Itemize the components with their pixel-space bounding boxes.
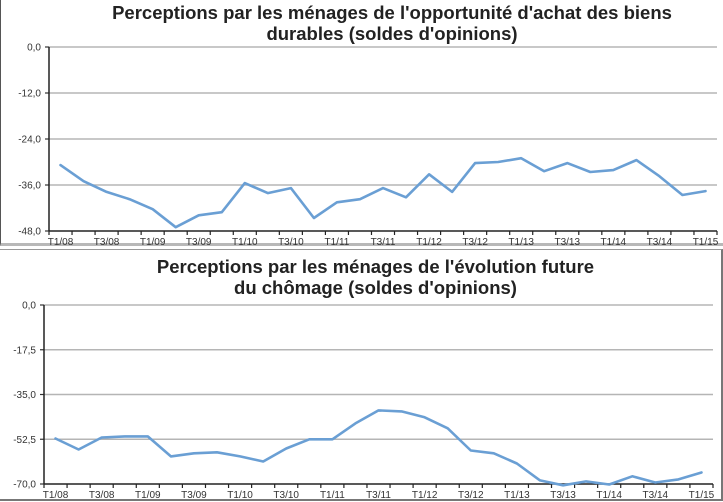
x-tick-label: T1/15 [693, 237, 719, 246]
chart-title-line-1: Perceptions par les ménages de l'évoluti… [156, 256, 595, 277]
chart-panel-unemployment: Perceptions par les ménages de l'évoluti… [0, 249, 723, 501]
x-tick-label: T1/11 [320, 490, 345, 501]
x-tick-label: T3/11 [366, 490, 391, 501]
y-tick-label: 0,0 [27, 43, 41, 54]
y-tick-label: -48,0 [18, 227, 41, 238]
y-tick-label: -52,5 [13, 435, 36, 446]
x-tick-label: T1/14 [601, 237, 627, 246]
y-tick-label: -35,0 [13, 390, 36, 401]
x-tick-label: T3/10 [273, 490, 299, 501]
chart-panel-durable-goods: Perceptions par les ménages de l'opportu… [0, 0, 723, 246]
x-tick-label: T3/12 [462, 237, 488, 246]
x-tick-label: T3/09 [181, 490, 207, 501]
y-tick-label: -36,0 [18, 181, 41, 192]
x-tick-label: T1/09 [140, 237, 166, 246]
x-tick-label: T1/10 [232, 237, 258, 246]
data-series-line [54, 409, 703, 487]
line-chart-durable-goods: 0,0 -12,0 -24,0 -36,0 -48,0 T1/08 T3/08 T1/09 T3… [18, 43, 719, 247]
x-tick-label: T3/10 [278, 237, 304, 246]
x-tick-label: T1/13 [508, 237, 534, 246]
chart-title-line-1: Perceptions par les ménages de l'opportu… [112, 2, 672, 23]
chart-title-line-2: durables (soldes d'opinions) [266, 23, 518, 44]
x-tick-label: T3/13 [550, 490, 576, 501]
chart-title: Perceptions par les ménages de l'évoluti… [0, 256, 721, 298]
x-tick-label: T3/14 [643, 490, 669, 501]
x-tick-label: T1/08 [48, 237, 74, 246]
chart-title: Perceptions par les ménages de l'opportu… [1, 2, 723, 44]
x-tick-label: T1/09 [135, 490, 161, 501]
y-tick-label: -17,5 [13, 345, 36, 356]
x-tick-label: T3/09 [186, 237, 212, 246]
y-tick-label: -12,0 [18, 89, 41, 100]
y-tick-label: -70,0 [13, 480, 36, 491]
y-tick-label: 0,0 [22, 301, 36, 312]
data-series-line [59, 156, 707, 229]
x-tick-label: T1/12 [412, 490, 438, 501]
x-tick-label: T3/12 [458, 490, 484, 501]
x-tick-label: T1/10 [227, 490, 253, 501]
x-tick-label: T3/14 [647, 237, 673, 246]
chart-title-line-2: du chômage (soldes d'opinions) [234, 277, 517, 298]
x-tick-label: T1/12 [416, 237, 442, 246]
x-tick-label: T3/11 [371, 237, 396, 246]
x-tick-label: T1/15 [689, 490, 715, 501]
x-tick-label: T1/13 [504, 490, 530, 501]
x-tick-label: T3/13 [554, 237, 580, 246]
x-tick-label: T3/08 [89, 490, 115, 501]
x-tick-label: T1/08 [43, 490, 69, 501]
line-chart-unemployment: 0,0 -17,5 -35,0 -52,5 -70,0 T1/08 T3/08 T1/09 T3… [13, 301, 715, 502]
x-tick-label: T1/14 [596, 490, 622, 501]
x-tick-label: T1/11 [325, 237, 350, 246]
x-tick-label: T3/08 [94, 237, 120, 246]
y-tick-label: -24,0 [18, 135, 41, 146]
